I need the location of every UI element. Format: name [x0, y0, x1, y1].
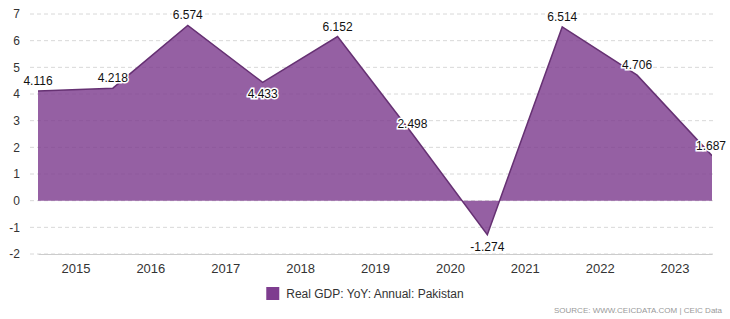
data-label: 6.514: [547, 10, 577, 24]
y-axis-line: [22, 15, 23, 255]
chart: -2 -1 0 1 2 3 4 5 6 7 2015 2016 2017 2018 2019 2020 2021…: [0, 0, 730, 319]
y-tick-label: 6: [13, 34, 20, 48]
y-tick: 0: [13, 194, 22, 208]
x-tick-label: 2020: [436, 261, 465, 276]
legend-label: Real GDP: YoY: Annual: Pakistan: [286, 287, 463, 301]
x-tick-label: 2015: [61, 261, 90, 276]
x-tick: 2017: [211, 254, 240, 276]
legend: Real GDP: YoY: Annual: Pakistan: [266, 287, 463, 301]
grid: [30, 14, 716, 254]
data-label: 2.498: [397, 117, 427, 131]
x-tick: 2023: [661, 254, 690, 276]
plot-area: [38, 25, 712, 234]
y-axis: -2 -1 0 1 2 3 4 5 6 7: [9, 7, 22, 261]
x-tick: 2020: [436, 254, 465, 276]
y-tick: 7: [13, 7, 22, 21]
data-label: -1.274: [470, 240, 504, 254]
y-tick-label: 7: [13, 7, 20, 21]
y-tick: -1: [9, 221, 22, 235]
x-tick-label: 2022: [586, 261, 615, 276]
legend-swatch: [266, 287, 279, 300]
y-tick-label: 5: [13, 61, 20, 75]
y-tick: 3: [13, 114, 22, 128]
grid-line: [30, 14, 716, 15]
data-label: 6.152: [323, 20, 353, 34]
x-axis: 2015 2016 2017 2018 2019 2020 2021 2022 2023: [39, 254, 713, 276]
grid-line: [30, 227, 716, 228]
x-tick: 2022: [586, 254, 615, 276]
x-tick: 2021: [511, 254, 540, 276]
legend-item: Real GDP: YoY: Annual: Pakistan: [266, 287, 463, 301]
x-tick: 2015: [61, 254, 90, 276]
x-tick: 2019: [361, 254, 390, 276]
x-tick-label: 2016: [136, 261, 165, 276]
x-tick: 2016: [136, 254, 165, 276]
y-tick-label: 3: [13, 114, 20, 128]
x-tick-label: 2023: [661, 261, 690, 276]
y-tick: 2: [13, 141, 22, 155]
y-tick: 4: [13, 87, 22, 101]
y-tick-label: 4: [13, 87, 20, 101]
y-tick-label: 2: [13, 141, 20, 155]
y-tick-label: -2: [9, 247, 20, 261]
grid-line: [30, 40, 716, 41]
data-label: 4.433: [248, 87, 278, 101]
x-axis-line: [39, 254, 713, 255]
data-label: 6.574: [173, 8, 203, 22]
source: SOURCE: WWW.CEICDATA.COM | CEIC Data: [554, 306, 723, 315]
y-tick-label: -1: [9, 221, 20, 235]
data-label: 4.706: [622, 58, 652, 72]
data-labels: 4.116 4.218 6.574 4.433 6.152 2.498 -1.274 6.51…: [23, 8, 726, 253]
data-label: 4.116: [23, 74, 52, 88]
data-label: 4.218: [98, 71, 128, 85]
line: [38, 25, 712, 234]
x-tick-label: 2021: [511, 261, 540, 276]
x-tick-label: 2017: [211, 261, 240, 276]
data-label: 1.687: [696, 139, 726, 153]
y-tick-label: 0: [13, 194, 20, 208]
y-tick: 6: [13, 34, 22, 48]
y-tick-label: 1: [13, 167, 20, 181]
area: [38, 25, 712, 234]
x-tick-label: 2018: [286, 261, 315, 276]
y-tick: 1: [13, 167, 22, 181]
grid-line: [30, 254, 716, 255]
x-tick-label: 2019: [361, 261, 390, 276]
y-tick: 5: [13, 61, 22, 75]
x-tick: 2018: [286, 254, 315, 276]
y-tick: -2: [9, 247, 22, 261]
